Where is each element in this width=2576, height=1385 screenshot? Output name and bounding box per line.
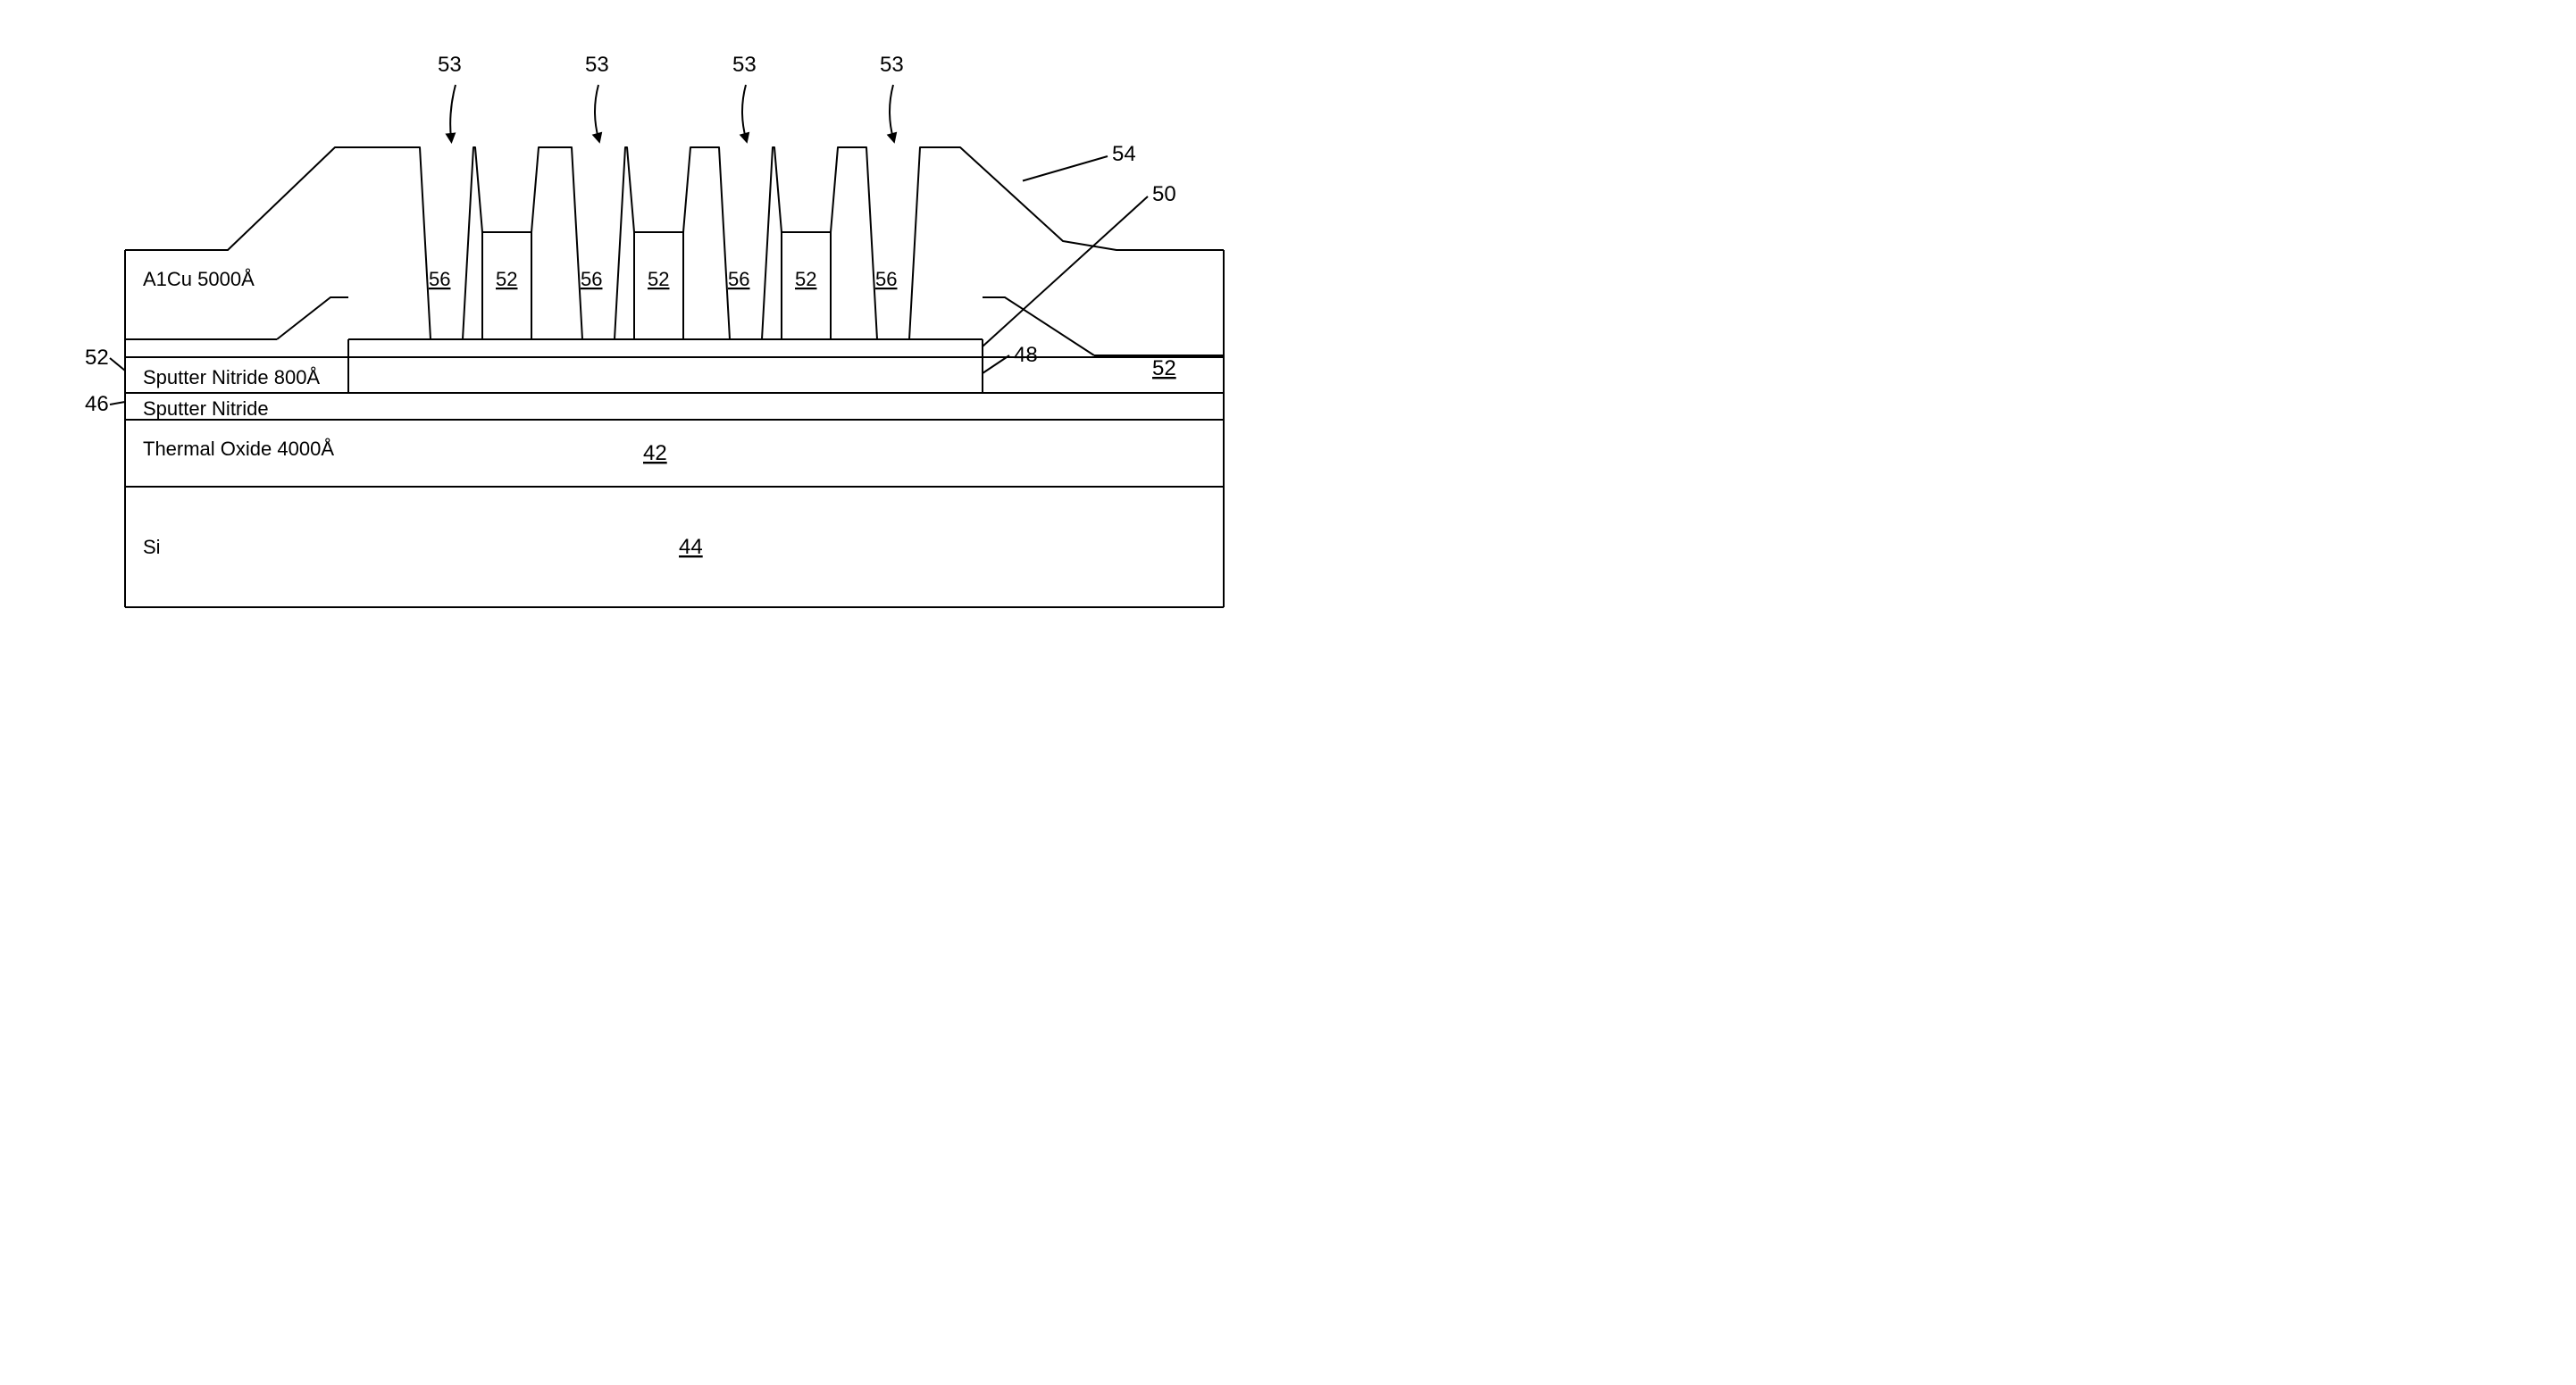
svg-text:53: 53 [585,53,609,77]
svg-text:44: 44 [679,535,703,559]
diagram-container: A1Cu 5000Å Sputter Nitride 800Å Sputter Ni… [0,0,1340,714]
svg-text:Sputter Nitride: Sputter Nitride [143,397,269,420]
svg-text:53: 53 [732,53,757,77]
svg-text:53: 53 [438,53,462,77]
svg-text:56: 56 [728,268,749,290]
svg-text:52: 52 [1152,356,1176,380]
svg-text:53: 53 [880,53,904,77]
svg-text:Thermal Oxide 4000Å: Thermal Oxide 4000Å [143,438,334,460]
svg-text:46: 46 [85,392,109,416]
svg-text:Si: Si [143,536,161,558]
svg-text:52: 52 [648,268,669,290]
svg-text:52: 52 [795,268,816,290]
svg-text:42: 42 [643,441,667,465]
svg-text:56: 56 [875,268,897,290]
cross-section-svg: A1Cu 5000Å Sputter Nitride 800Å Sputter Ni… [0,0,1340,714]
svg-text:52: 52 [85,346,109,370]
svg-text:50: 50 [1152,182,1176,206]
svg-text:52: 52 [496,268,517,290]
svg-text:56: 56 [581,268,602,290]
svg-text:48: 48 [1014,343,1038,367]
svg-text:56: 56 [429,268,450,290]
svg-text:54: 54 [1112,142,1136,166]
svg-text:Sputter Nitride 800Å: Sputter Nitride 800Å [143,366,320,388]
svg-text:A1Cu 5000Å: A1Cu 5000Å [143,268,255,290]
